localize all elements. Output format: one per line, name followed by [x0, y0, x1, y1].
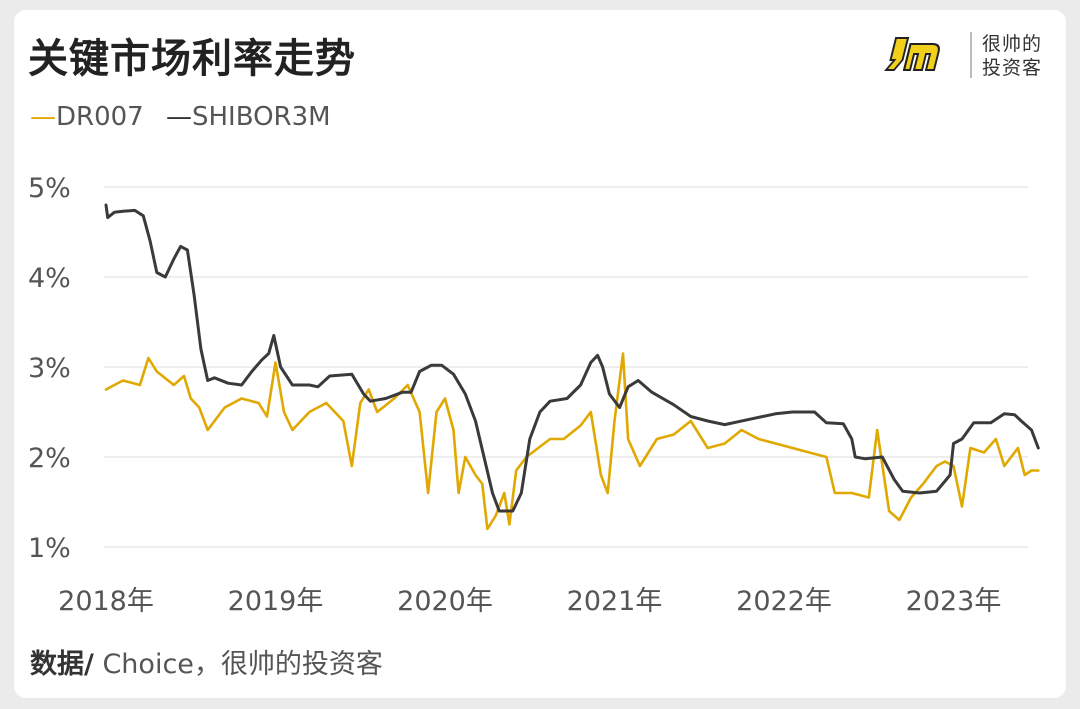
legend-swatch-shibor3m: — [165, 102, 192, 132]
brand-logo: 很帅的 投资客 [884, 30, 1054, 84]
grid-layer [104, 186, 1028, 548]
x-tick-label: 2018年 [58, 586, 154, 617]
logo-text: 很帅的 投资客 [982, 32, 1042, 80]
legend-label-dr007: DR007 [56, 102, 144, 132]
legend-swatch-dr007: — [30, 102, 56, 132]
y-tick-label: 1% [28, 533, 71, 564]
source-note: 数据/ Choice，很帅的投资客 [30, 642, 383, 681]
series-line-shibor3m [104, 203, 1040, 513]
x-tick-label: 2022年 [736, 586, 832, 617]
chart-title: 关键市场利率走势 [28, 36, 356, 82]
logo-text-line1: 很帅的 [982, 33, 1043, 55]
source-prefix: 数据/ [30, 649, 94, 680]
logo-text-line2: 投资客 [982, 57, 1043, 79]
x-tick-label: 2019年 [228, 586, 324, 617]
y-tick-label: 3% [28, 353, 71, 384]
legend-item-shibor3m: —SHIBOR3M [166, 102, 331, 132]
x-tick-label: 2020年 [397, 586, 493, 617]
legend-label-shibor3m: SHIBOR3M [191, 102, 331, 132]
y-tick-label: 4% [28, 263, 71, 294]
x-tick-label: 2021年 [567, 586, 663, 617]
logo-divider [970, 32, 972, 78]
legend-item-dr007: —DR007 [30, 102, 144, 132]
series-layer [104, 203, 1040, 531]
x-tick-label: 2023年 [906, 586, 1002, 617]
axis-labels: 1% 2% 3% 4% 5% 2018年 2019年 2020年 2021年 2022年 2023年 [28, 173, 1001, 617]
brand-logo-icon [884, 37, 940, 71]
legend: —DR007 —SHIBOR3M [30, 102, 345, 132]
y-tick-label: 5% [28, 173, 71, 204]
chart-card [14, 10, 1066, 698]
series-line-dr007 [104, 352, 1040, 531]
source-text: Choice，很帅的投资客 [93, 649, 383, 680]
y-tick-label: 2% [28, 443, 71, 474]
